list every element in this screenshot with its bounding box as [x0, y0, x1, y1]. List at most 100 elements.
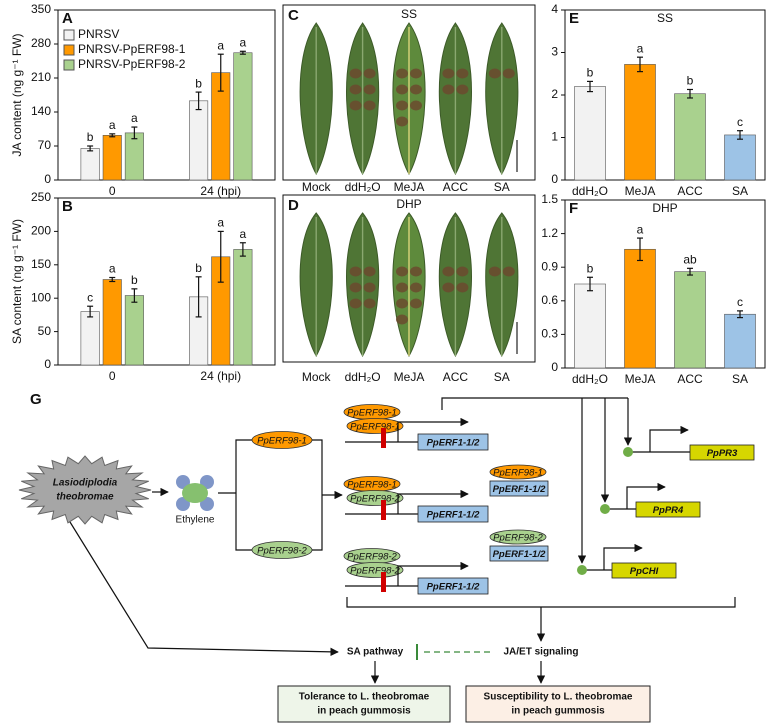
gene-label: PpERF1-1/2: [427, 438, 481, 449]
lesion: [410, 100, 422, 111]
ja-et-signaling: JA/ET signaling: [503, 647, 578, 658]
lesion: [363, 282, 376, 293]
legend-swatch: [63, 44, 75, 56]
leaf-label: SA: [494, 370, 510, 384]
panel-label: A: [62, 10, 73, 27]
significance-letter: a: [131, 111, 138, 125]
y-tick-label: 1: [551, 130, 558, 144]
leaf-label: ACC: [443, 180, 469, 194]
gene-box: [417, 577, 489, 595]
y-tick-label: 210: [31, 70, 51, 84]
x-tick-label: ACC: [677, 372, 703, 386]
panel-label: G: [30, 391, 42, 408]
significance-letter: b: [587, 261, 594, 275]
bar: [624, 248, 656, 369]
outcome-label: in peach gummosis: [317, 706, 411, 717]
bar: [624, 64, 656, 181]
lesion: [410, 282, 422, 293]
leaf-label: Mock: [302, 180, 332, 194]
significance-letter: c: [737, 295, 743, 309]
gene-label: PpERF1-1/2: [427, 510, 481, 521]
bar: [124, 132, 144, 181]
lesion: [349, 266, 362, 277]
lesion: [396, 266, 408, 277]
gene-label: PpCHI: [630, 566, 659, 577]
leaf-label: ddH₂O: [345, 370, 381, 384]
panel-label: F: [569, 200, 578, 217]
lesion: [410, 68, 422, 79]
chart-title: DHP: [652, 201, 677, 215]
lesion: [349, 298, 362, 309]
gene-label: PpPR4: [653, 505, 684, 516]
x-tick-label: 0: [109, 184, 116, 198]
legend-label: PNRSV: [78, 27, 119, 41]
pathogen-label: theobromae: [56, 492, 114, 503]
gene-box: [611, 562, 677, 579]
lesion: [363, 100, 376, 111]
lesion: [442, 282, 455, 293]
protein-oval: [346, 418, 404, 434]
lesion: [456, 282, 469, 293]
protein-oval: [489, 464, 547, 480]
leaf-label: MeJA: [394, 180, 425, 194]
y-tick-label: 200: [31, 224, 51, 238]
lesion: [396, 282, 408, 293]
significance-letter: a: [217, 38, 224, 52]
y-tick-label: 100: [31, 290, 51, 304]
legend-swatch: [63, 29, 75, 41]
lesion: [349, 68, 362, 79]
binding-site: [381, 572, 386, 592]
outcome-box: [465, 685, 651, 723]
gene-box: [417, 505, 489, 523]
connector: [346, 597, 736, 608]
lesion: [488, 68, 501, 79]
lesion: [502, 266, 515, 277]
significance-letter: a: [109, 262, 116, 276]
protein-label: PpERF98-2: [493, 533, 543, 544]
connector: [235, 439, 252, 551]
lesion: [349, 100, 362, 111]
plot-frame: [57, 9, 276, 181]
outcome-label: Tolerance to L. theobromae: [299, 692, 430, 703]
x-tick-label: 24 (hpi): [200, 369, 241, 383]
lesion: [410, 84, 422, 95]
lesion: [363, 298, 376, 309]
connector: [312, 439, 323, 551]
sa-pathway: SA pathway: [347, 647, 404, 658]
protein-oval: [346, 562, 404, 578]
protein-label: PpERF98-2: [350, 494, 400, 505]
bar: [80, 311, 100, 366]
significance-letter: ab: [683, 252, 697, 266]
significance-letter: c: [737, 115, 743, 129]
leaf-label: ddH₂O: [345, 180, 381, 194]
y-tick-label: 0.3: [541, 327, 558, 341]
significance-letter: a: [637, 41, 644, 55]
lesion: [396, 314, 408, 325]
significance-letter: b: [131, 273, 138, 287]
lesion: [396, 116, 408, 127]
lesion: [410, 298, 422, 309]
y-tick-label: 280: [31, 36, 51, 50]
outcome-box: [277, 685, 451, 723]
legend-label: PNRSV-PpERF98-2: [78, 57, 186, 71]
y-tick-label: 140: [31, 104, 51, 118]
connector: [603, 543, 643, 570]
molecule-core: [182, 483, 208, 503]
significance-letter: b: [87, 130, 94, 144]
protein-label: PpERF98-2: [350, 566, 400, 577]
legend-label: PNRSV-PpERF98-1: [78, 42, 186, 56]
bar: [233, 249, 253, 366]
x-tick-label: MeJA: [625, 372, 656, 386]
promoter-dot: [577, 565, 587, 575]
x-tick-label: ddH₂O: [572, 372, 608, 386]
panel-label: B: [62, 198, 73, 215]
x-tick-label: ACC: [677, 184, 703, 198]
connector: [626, 482, 666, 509]
promoter-dot: [600, 504, 610, 514]
protein-label: PpERF98-1: [257, 436, 307, 447]
plot-frame: [564, 199, 766, 369]
lesion: [456, 266, 469, 277]
y-tick-label: 0: [551, 360, 558, 374]
y-tick-label: 50: [38, 324, 52, 338]
